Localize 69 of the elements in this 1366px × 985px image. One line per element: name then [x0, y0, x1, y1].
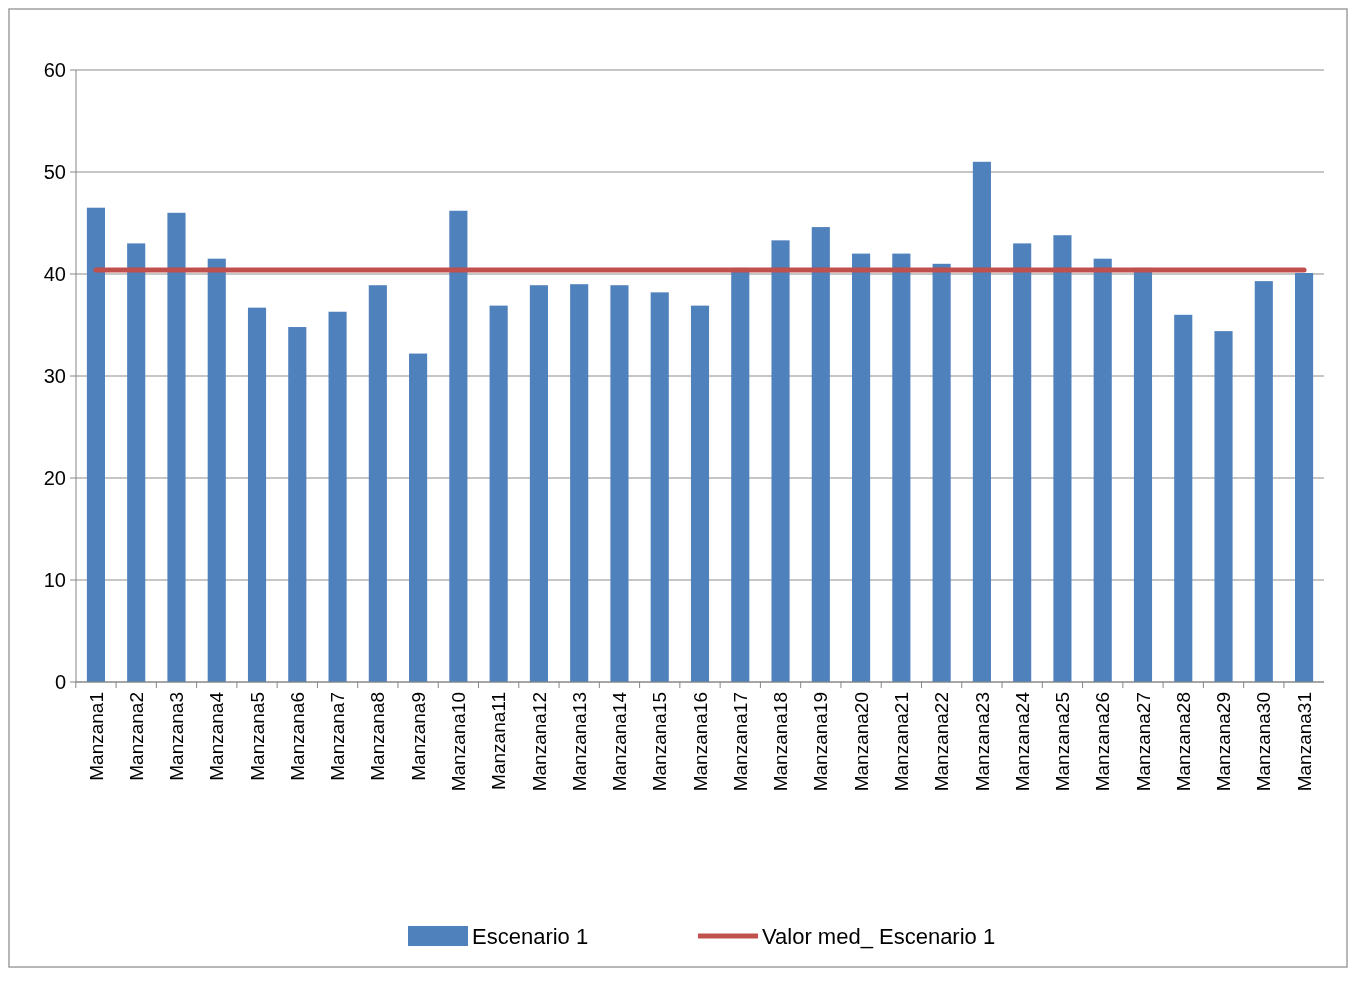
x-tick-label: Manzana2: [125, 692, 147, 781]
bar: [852, 253, 871, 682]
bar: [1295, 272, 1314, 682]
x-tick-label: Manzana27: [1132, 692, 1154, 792]
bar: [1013, 243, 1032, 682]
bar: [368, 285, 387, 682]
x-tick-label: Manzana3: [166, 692, 188, 781]
legend-label: Escenario 1: [472, 923, 589, 949]
x-tick-label: Manzana4: [206, 691, 228, 781]
bar: [127, 243, 146, 682]
x-tick-label: Manzana28: [1172, 692, 1194, 792]
x-tick-label: Manzana10: [448, 692, 470, 792]
x-tick-label: Manzana9: [407, 692, 429, 781]
x-tick-label: Manzana6: [286, 692, 308, 781]
bar: [932, 263, 951, 682]
x-tick-label: Manzana1: [85, 692, 107, 781]
y-tick-label: 10: [43, 569, 66, 591]
y-tick-label: 60: [43, 59, 66, 81]
x-tick-label: Manzana8: [367, 692, 389, 781]
x-tick-label: Manzana25: [1052, 692, 1074, 792]
x-tick-label: Manzana19: [810, 692, 832, 792]
x-tick-label: Manzana22: [931, 692, 953, 792]
bar: [328, 311, 347, 682]
bar: [972, 161, 991, 682]
bar: [247, 307, 267, 682]
bar: [892, 253, 911, 682]
x-tick-label: Manzana30: [1253, 692, 1275, 792]
x-tick-label: Manzana16: [689, 692, 711, 792]
bar: [489, 305, 508, 682]
x-tick-label: Manzana24: [1011, 691, 1033, 792]
y-tick-label: 20: [43, 467, 66, 489]
x-tick-label: Manzana21: [891, 692, 913, 792]
bar: [409, 353, 428, 682]
x-tick-label: Manzana17: [729, 692, 751, 792]
bar: [86, 207, 105, 682]
bar: [650, 292, 669, 682]
bar: [288, 327, 307, 682]
x-tick-label: Manzana23: [971, 692, 993, 792]
y-tick-label: 40: [43, 263, 66, 285]
bar: [529, 285, 548, 682]
bar: [771, 240, 790, 682]
bar: [1174, 314, 1193, 682]
x-tick-label: Manzana11: [488, 692, 510, 790]
bar: [570, 284, 589, 682]
bar: [811, 227, 830, 682]
x-tick-label: Manzana18: [770, 692, 792, 792]
y-tick-label: 30: [43, 365, 66, 387]
bar: [207, 258, 226, 682]
bar: [610, 285, 629, 682]
y-tick-label: 50: [43, 161, 66, 183]
x-tick-label: Manzana7: [327, 692, 349, 781]
x-tick-label: Manzana29: [1213, 692, 1235, 792]
bar: [690, 305, 710, 682]
y-tick-label: 0: [54, 671, 66, 693]
bar: [167, 212, 186, 682]
x-tick-label: Manzana5: [246, 692, 268, 781]
x-tick-label: Manzana15: [649, 692, 671, 792]
x-tick-label: Manzana14: [609, 691, 631, 792]
legend-label: Valor med_ Escenario 1: [762, 923, 996, 949]
x-tick-label: Manzana20: [850, 692, 872, 792]
bar: [1254, 281, 1273, 682]
bar: [1214, 331, 1233, 682]
bar: [449, 210, 468, 682]
bar: [1053, 235, 1072, 682]
x-tick-label: Manzana26: [1092, 692, 1114, 792]
bar: [1093, 258, 1112, 682]
x-tick-label: Manzana13: [568, 692, 590, 792]
x-tick-label: Manzana31: [1293, 692, 1315, 792]
x-tick-label: Manzana12: [528, 692, 550, 792]
